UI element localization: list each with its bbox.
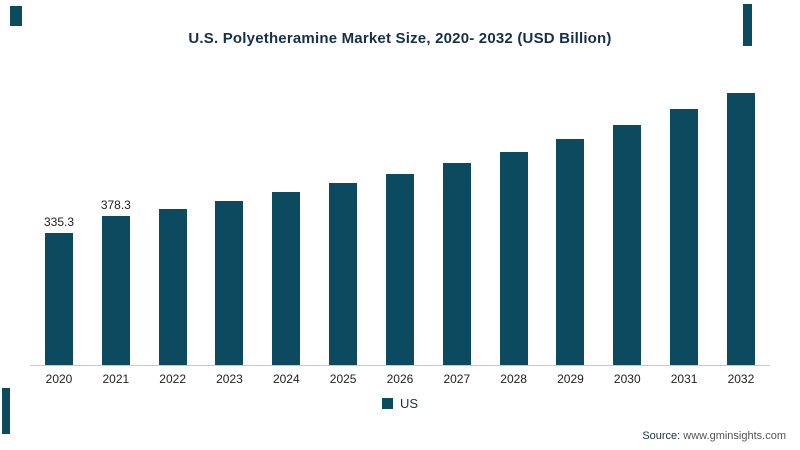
x-tick-label: 2020 — [45, 372, 73, 386]
source-label: Source: — [642, 430, 681, 442]
source-url: www.gminsights.com — [683, 430, 786, 442]
x-tick-column: 2032 — [720, 372, 762, 386]
x-tick-column: 2024 — [265, 372, 307, 386]
x-tick-column: 2028 — [493, 372, 535, 386]
bar — [499, 152, 528, 365]
legend: US — [30, 396, 770, 411]
x-tick-label: 2022 — [159, 372, 186, 386]
x-tick-label: 2028 — [500, 372, 527, 386]
x-tick-column: 2030 — [606, 372, 648, 386]
bar — [329, 183, 358, 365]
bar-column — [208, 201, 250, 365]
x-axis-labels: 2020 2021 2022 2023 2024 2025 2026 2027 2028 2029… — [30, 366, 770, 386]
bar-column — [663, 109, 705, 365]
bar — [726, 93, 755, 365]
bar-column — [152, 209, 194, 365]
bar — [670, 109, 699, 365]
bar-chart: U.S. Polyetheramine Market Size, 2020- 2… — [30, 18, 770, 411]
x-tick-column: 2026 — [379, 372, 421, 386]
bar-column — [606, 125, 648, 365]
x-tick-label: 2030 — [613, 372, 641, 386]
x-tick-label: 2027 — [443, 372, 471, 386]
x-tick-column: 2031 — [663, 372, 705, 386]
legend-swatch-icon — [381, 398, 393, 409]
bar-column — [549, 139, 591, 365]
bar-column — [265, 192, 307, 365]
bar — [272, 192, 301, 365]
x-tick-column: 2021 — [95, 372, 137, 386]
x-tick-label: 2023 — [216, 372, 243, 386]
x-tick-column: 2023 — [208, 372, 250, 386]
chart-title: U.S. Polyetheramine Market Size, 2020- 2… — [188, 30, 612, 47]
corner-accent-top-right — [743, 4, 752, 46]
legend-label: US — [399, 396, 419, 411]
bar-column — [322, 183, 364, 365]
bar — [45, 233, 73, 365]
x-tick-label: 2024 — [272, 372, 300, 386]
bar-column: 378.3 — [95, 198, 137, 365]
x-tick-label: 2025 — [329, 372, 357, 386]
bar-column — [493, 152, 535, 365]
bar — [556, 139, 585, 365]
bar — [101, 216, 130, 365]
x-tick-label: 2031 — [670, 372, 698, 386]
bar-value-label: 378.3 — [100, 198, 131, 212]
x-tick-column: 2022 — [152, 372, 194, 386]
x-tick-label: 2032 — [727, 372, 755, 386]
x-tick-label: 2026 — [386, 372, 414, 386]
bar-column — [436, 163, 478, 365]
bar — [613, 125, 642, 365]
plot-area: 335.3 378.3 — [30, 65, 770, 366]
x-tick-label: 2029 — [557, 372, 584, 386]
bar — [385, 174, 414, 365]
corner-accent-bottom-left — [2, 388, 10, 434]
bar-column — [379, 174, 421, 365]
bar-column — [720, 93, 762, 365]
source-attribution: Source: www.gminsights.com — [642, 430, 786, 442]
bar-value-label: 335.3 — [43, 215, 75, 229]
x-tick-column: 2029 — [549, 372, 591, 386]
bar-column: 335.3 — [38, 215, 80, 365]
x-tick-column: 2025 — [322, 372, 364, 386]
x-tick-column: 2027 — [436, 372, 478, 386]
corner-accent-top-left — [10, 6, 22, 26]
x-tick-label: 2021 — [102, 372, 130, 386]
bar — [215, 201, 244, 365]
bar — [442, 163, 471, 365]
x-tick-column: 2020 — [38, 372, 80, 386]
bar — [158, 209, 187, 365]
